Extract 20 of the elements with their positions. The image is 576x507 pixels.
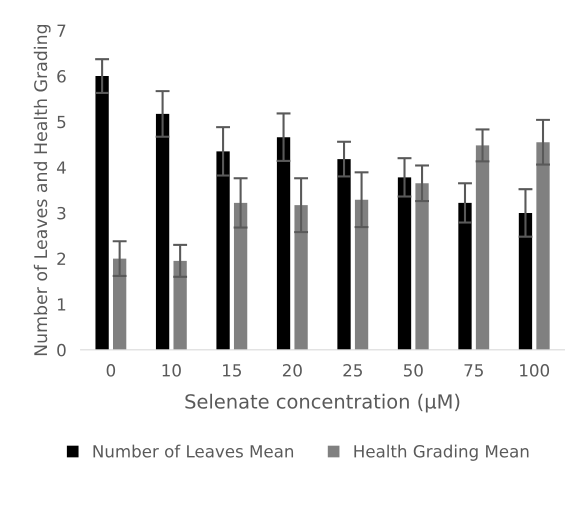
- y-tick-label: 2: [57, 252, 66, 265]
- y-tick-label: 6: [57, 70, 66, 83]
- x-tick-label: 15: [223, 364, 241, 377]
- x-tick-label: 20: [282, 364, 302, 377]
- legend-label: Health Grading Mean: [354, 444, 528, 461]
- y-tick-label: 5: [57, 116, 66, 128]
- x-tick-label: 10: [162, 364, 181, 377]
- x-tick-label: 25: [343, 364, 362, 377]
- x-tick-label: 50: [404, 364, 423, 377]
- x-axis-title: Selenate concentration (μM): [185, 394, 460, 413]
- x-tick-label: 100: [520, 364, 550, 377]
- y-tick-label: 3: [57, 206, 66, 220]
- y-tick-label: 4: [56, 161, 66, 174]
- y-tick-label: 1: [58, 298, 66, 311]
- y-axis-title: Number of Leaves and Health Grading: [34, 24, 51, 356]
- y-tick-label: 0: [57, 344, 66, 356]
- x-tick-label: 75: [464, 364, 483, 377]
- x-tick-label: 0: [106, 364, 116, 377]
- y-tick-label: 7: [58, 24, 66, 37]
- legend-label: Number of Leaves Mean: [94, 444, 294, 458]
